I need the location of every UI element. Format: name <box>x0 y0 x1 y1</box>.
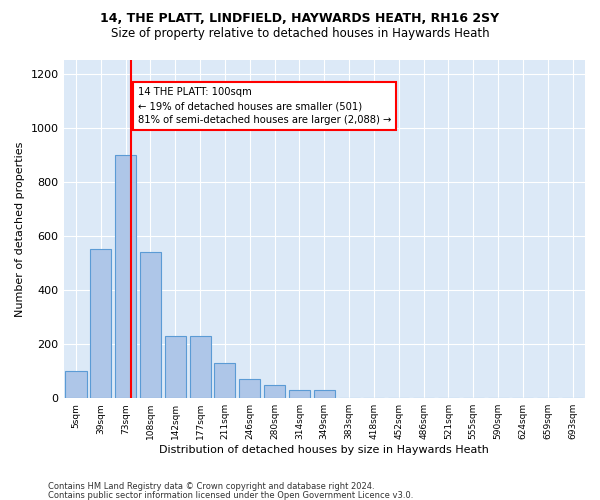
Text: 14 THE PLATT: 100sqm
← 19% of detached houses are smaller (501)
81% of semi-deta: 14 THE PLATT: 100sqm ← 19% of detached h… <box>137 87 391 125</box>
Bar <box>65 371 86 398</box>
Bar <box>239 380 260 398</box>
Bar <box>264 384 285 398</box>
Text: Contains HM Land Registry data © Crown copyright and database right 2024.: Contains HM Land Registry data © Crown c… <box>48 482 374 491</box>
Text: Contains public sector information licensed under the Open Government Licence v3: Contains public sector information licen… <box>48 490 413 500</box>
Bar <box>90 250 112 398</box>
Y-axis label: Number of detached properties: Number of detached properties <box>15 142 25 317</box>
Bar <box>165 336 186 398</box>
Bar <box>140 252 161 398</box>
Bar <box>314 390 335 398</box>
Bar <box>289 390 310 398</box>
Text: Size of property relative to detached houses in Haywards Heath: Size of property relative to detached ho… <box>110 28 490 40</box>
Bar <box>115 154 136 398</box>
Text: 14, THE PLATT, LINDFIELD, HAYWARDS HEATH, RH16 2SY: 14, THE PLATT, LINDFIELD, HAYWARDS HEATH… <box>100 12 500 26</box>
X-axis label: Distribution of detached houses by size in Haywards Heath: Distribution of detached houses by size … <box>160 445 489 455</box>
Bar <box>214 363 235 398</box>
Bar <box>190 336 211 398</box>
